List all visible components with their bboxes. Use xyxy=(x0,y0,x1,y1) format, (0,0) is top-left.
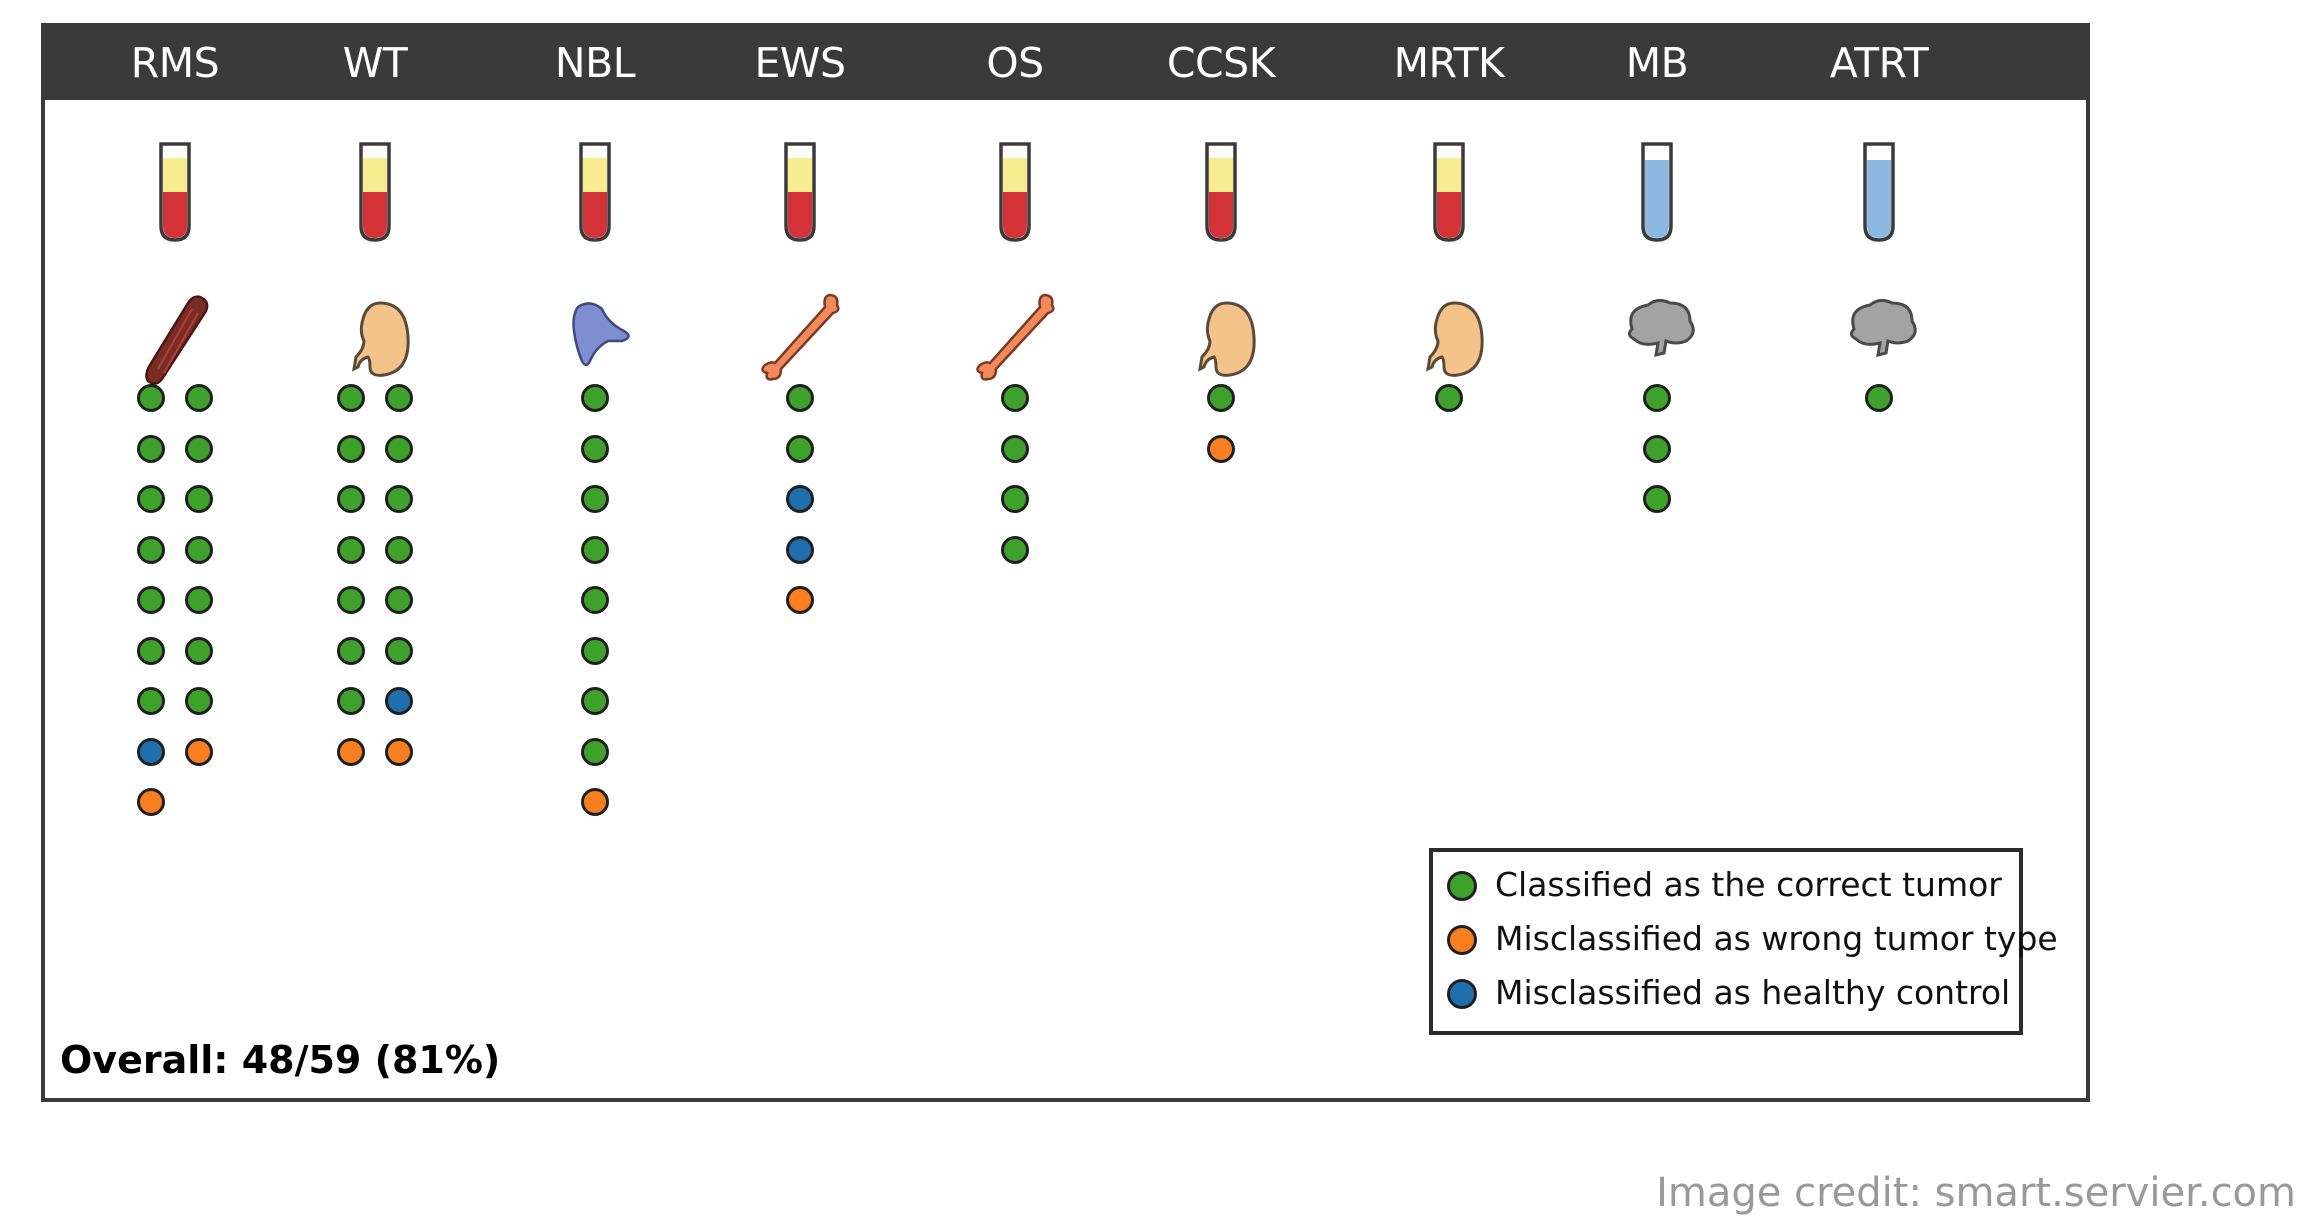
legend-dot-wrong-type xyxy=(1447,925,1477,955)
blood-tube-icon xyxy=(359,142,391,242)
column-label-atrt: ATRT xyxy=(1829,39,1929,87)
sample-dot-correct xyxy=(581,535,609,564)
csf-tube-icon xyxy=(1641,142,1673,242)
sample-dot-correct xyxy=(1643,485,1671,513)
sample-dot-correct xyxy=(337,687,365,715)
legend-label-healthy-control: Misclassified as healthy control xyxy=(1495,973,2011,1012)
sample-dot-correct xyxy=(337,384,365,412)
column-label-mrtk: MRTK xyxy=(1393,39,1505,87)
sample-dot-wrong-type xyxy=(385,737,413,766)
bone-icon xyxy=(976,293,1055,381)
header-bar: RMS WT NBL EWS OS CCSK MRTK MB ATRT xyxy=(45,27,2086,100)
sample-dot-correct xyxy=(185,485,213,513)
blood-tube-icon xyxy=(784,142,816,242)
sample-dot-correct xyxy=(185,687,213,715)
sample-dot-correct xyxy=(337,434,365,463)
sample-dot-correct xyxy=(185,384,213,412)
column-label-mb: MB xyxy=(1625,39,1689,87)
column-label-ccsk: CCSK xyxy=(1166,39,1276,87)
sample-dot-correct xyxy=(385,485,413,513)
sample-dot-correct xyxy=(137,636,165,665)
image-credit: Image credit: smart.servier.com xyxy=(1656,1170,2296,1216)
sample-dot-wrong-type xyxy=(786,586,814,614)
sample-dot-healthy-control xyxy=(786,535,814,564)
sample-dot-correct xyxy=(581,687,609,715)
sample-dot-correct xyxy=(337,535,365,564)
legend: Classified as the correct tumor Misclass… xyxy=(1429,848,2058,1035)
column-label-wt: WT xyxy=(342,39,408,87)
sample-dot-correct xyxy=(1865,384,1893,412)
sample-dot-correct xyxy=(337,636,365,665)
sample-dot-correct xyxy=(137,586,165,614)
sample-dot-correct xyxy=(385,586,413,614)
sample-dot-correct xyxy=(1001,434,1029,463)
column-label-nbl: NBL xyxy=(554,39,636,87)
blood-tube-icon xyxy=(579,142,611,242)
kidney-icon xyxy=(352,301,410,377)
overall-accuracy: Overall: 48/59 (81%) xyxy=(60,1038,501,1082)
sample-dot-correct xyxy=(581,586,609,614)
legend-dot-healthy-control xyxy=(1447,979,1477,1009)
legend-label-wrong-type: Misclassified as wrong tumor type xyxy=(1495,919,2058,958)
sample-dot-healthy-control xyxy=(385,687,413,715)
sample-dot-correct xyxy=(581,737,609,766)
sample-dot-correct xyxy=(786,384,814,412)
blood-tube-icon xyxy=(1205,142,1237,242)
sample-dot-wrong-type xyxy=(1207,434,1235,463)
sample-dot-correct xyxy=(1001,485,1029,513)
sample-dot-correct xyxy=(581,636,609,665)
column-label-os: OS xyxy=(986,39,1044,87)
sample-dot-correct xyxy=(337,485,365,513)
sample-dot-correct xyxy=(385,384,413,412)
blood-tube-icon xyxy=(159,142,191,242)
brain-icon xyxy=(1627,298,1695,358)
bone-icon xyxy=(761,293,840,381)
sample-dot-healthy-control xyxy=(137,737,165,766)
figure-frame: RMS WT NBL EWS OS CCSK MRTK MB ATRT Classified a… xyxy=(41,23,2090,1102)
brain-icon xyxy=(1849,298,1917,358)
sample-dot-wrong-type xyxy=(137,788,165,816)
sample-dot-correct xyxy=(581,485,609,513)
sample-dot-correct xyxy=(1207,384,1235,412)
sample-dot-correct xyxy=(137,434,165,463)
sample-dot-correct xyxy=(1643,384,1671,412)
sample-dot-correct xyxy=(581,384,609,412)
sample-dot-correct xyxy=(385,636,413,665)
sample-dot-correct xyxy=(185,535,213,564)
sample-dot-correct xyxy=(137,485,165,513)
csf-tube-icon xyxy=(1863,142,1895,242)
sample-dot-wrong-type xyxy=(185,737,213,766)
column-label-rms: RMS xyxy=(130,39,220,87)
sample-dot-correct xyxy=(185,636,213,665)
sample-dot-correct xyxy=(1001,384,1029,412)
sample-dot-correct xyxy=(137,535,165,564)
legend-label-correct: Classified as the correct tumor xyxy=(1495,865,2002,904)
sample-dot-healthy-control xyxy=(786,485,814,513)
sample-dot-correct xyxy=(185,434,213,463)
sample-dot-wrong-type xyxy=(581,788,609,816)
column-label-ews: EWS xyxy=(754,39,846,87)
sample-dot-correct xyxy=(337,586,365,614)
kidney-icon xyxy=(1426,301,1484,377)
blood-tube-icon xyxy=(999,142,1031,242)
kidney-icon xyxy=(1198,301,1256,377)
sample-dot-wrong-type xyxy=(337,737,365,766)
sample-dot-correct xyxy=(137,687,165,715)
sample-dot-correct xyxy=(1435,384,1463,412)
sample-dot-correct xyxy=(385,434,413,463)
sample-dot-correct xyxy=(1001,535,1029,564)
muscle-icon xyxy=(145,295,209,385)
blood-tube-icon xyxy=(1433,142,1465,242)
sample-dot-correct xyxy=(581,434,609,463)
adrenal-gland-icon xyxy=(572,302,630,367)
legend-dot-correct xyxy=(1447,871,1477,901)
sample-dot-correct xyxy=(786,434,814,463)
sample-dot-correct xyxy=(385,535,413,564)
sample-dot-correct xyxy=(137,384,165,412)
sample-dot-correct xyxy=(185,586,213,614)
sample-dot-correct xyxy=(1643,434,1671,463)
